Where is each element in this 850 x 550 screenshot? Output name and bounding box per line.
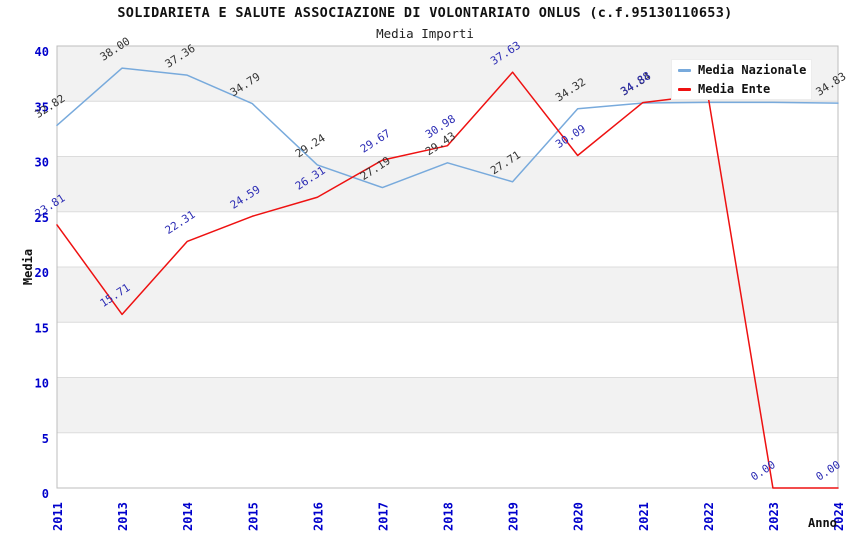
plot-band — [57, 101, 838, 157]
y-tick-label: 35 — [35, 100, 49, 114]
y-tick-label: 40 — [35, 45, 49, 59]
y-tick-label: 30 — [35, 156, 49, 170]
x-tick-label: 2015 — [246, 502, 260, 531]
chart-legend: Media Nazionale Media Ente — [671, 59, 812, 100]
plot-band — [57, 377, 838, 433]
y-tick-label: 0 — [42, 487, 49, 501]
y-tick-label: 10 — [35, 377, 49, 391]
chart-subtitle: Media Importi — [376, 26, 474, 41]
x-tick-label: 2023 — [767, 502, 781, 531]
x-tick-label: 2024 — [832, 502, 846, 531]
plot-band — [57, 156, 838, 212]
series-line-0 — [56, 67, 839, 189]
y-tick-label: 25 — [35, 211, 49, 225]
legend-line-swatch-ente — [678, 87, 691, 91]
plot-band — [57, 211, 838, 267]
x-axis-title: Anno — [808, 516, 837, 530]
x-tick-label: 2021 — [637, 502, 651, 531]
x-tick-label: 2020 — [572, 502, 586, 531]
x-tick-label: 2014 — [181, 502, 195, 531]
chart-title: SOLIDARIETA E SALUTE ASSOCIAZIONE DI VOL… — [117, 5, 733, 21]
plot-border — [56, 45, 839, 489]
x-tick-label: 2022 — [702, 502, 716, 531]
legend-item-media-ente: Media Ente — [678, 82, 811, 96]
legend-label-ente: Media Ente — [698, 82, 771, 96]
y-axis-title: Media — [21, 248, 35, 286]
x-tick-label: 2017 — [376, 502, 390, 531]
x-tick-label: 2019 — [507, 502, 521, 531]
legend-line-swatch-nazionale — [678, 68, 691, 72]
x-tick-label: 2018 — [442, 502, 456, 531]
plot-band — [57, 432, 838, 488]
x-tick-label: 2013 — [116, 502, 130, 531]
legend-item-media-nazionale: Media Nazionale — [678, 63, 811, 77]
plot-band — [57, 322, 838, 378]
y-tick-label: 15 — [35, 321, 49, 335]
y-tick-label: 5 — [42, 432, 49, 446]
x-tick-label: 2011 — [51, 502, 65, 531]
plot-band — [57, 267, 838, 323]
x-tick-label: 2016 — [311, 502, 325, 531]
legend-label-nazionale: Media Nazionale — [698, 63, 807, 77]
y-tick-label: 20 — [35, 266, 49, 280]
